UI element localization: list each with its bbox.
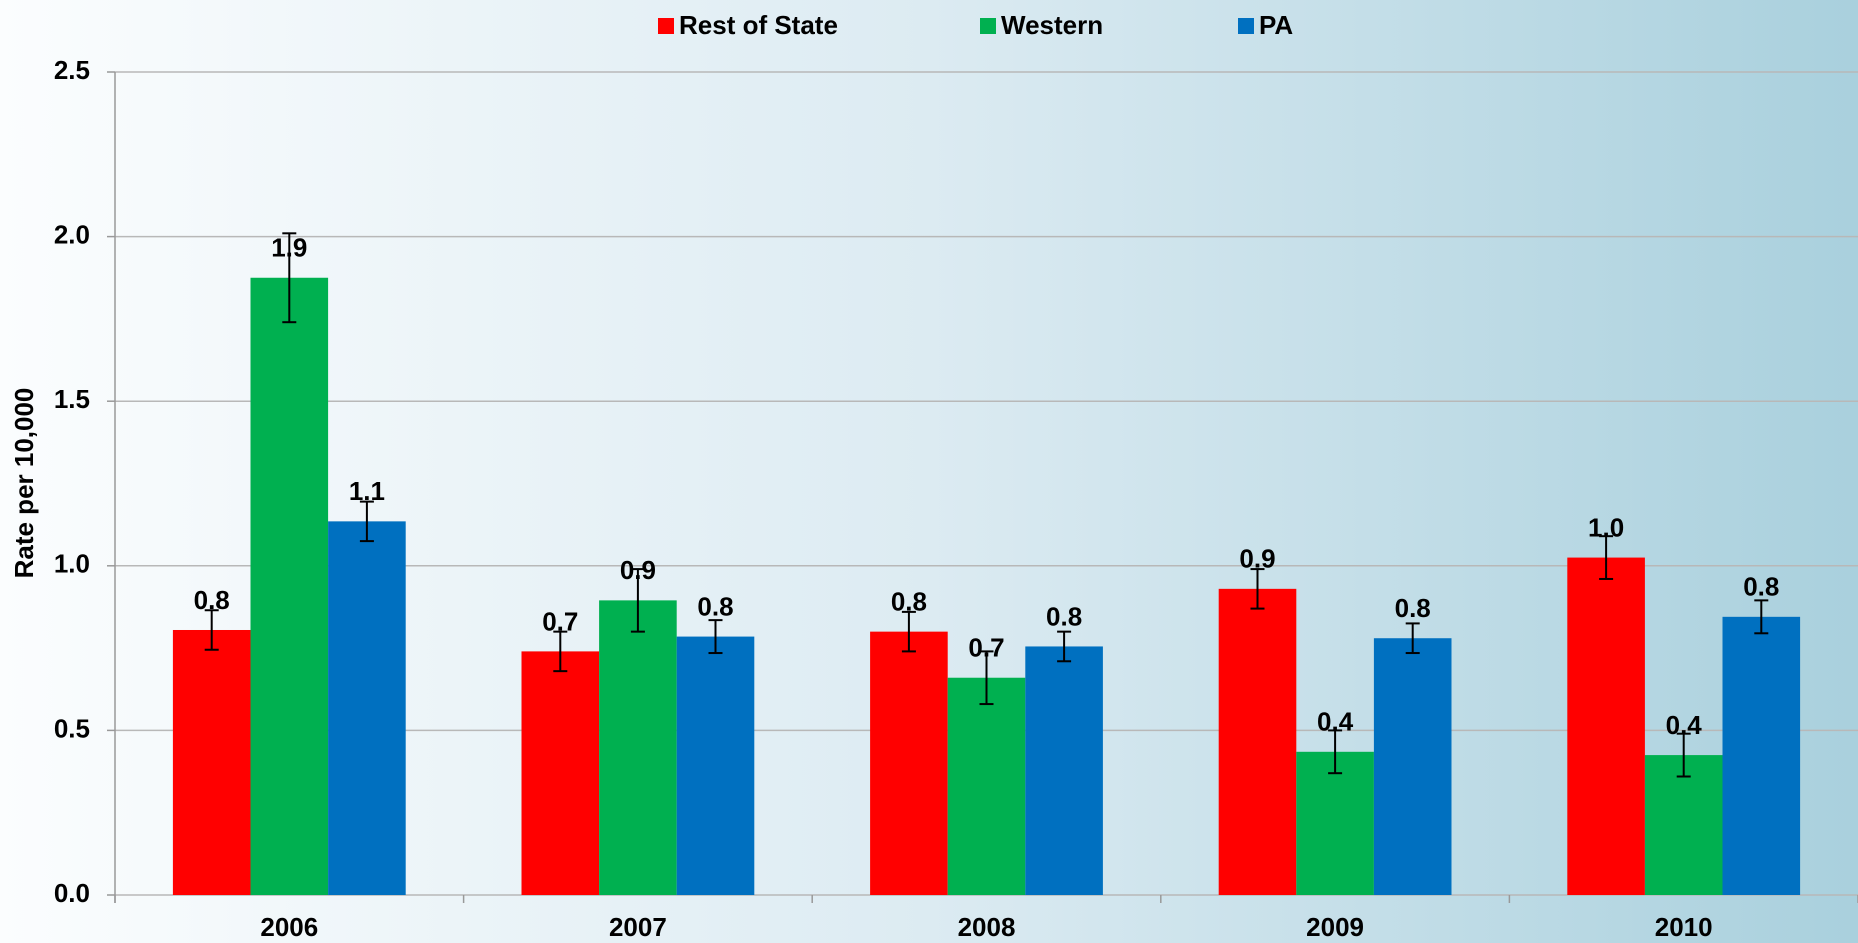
bar	[521, 651, 600, 895]
bar	[1373, 638, 1452, 895]
legend-swatch	[980, 18, 996, 34]
y-tick-label: 1.5	[54, 384, 90, 414]
x-tick-label: 2008	[958, 912, 1016, 942]
bar	[1025, 646, 1103, 895]
data-label: 1.1	[349, 476, 385, 506]
data-label: 0.7	[542, 606, 578, 636]
x-tick-label: 2007	[609, 912, 667, 942]
data-label: 0.4	[1666, 710, 1703, 740]
bar	[599, 600, 677, 895]
legend-label: Rest of State	[679, 10, 838, 40]
y-axis-label: Rate per 10,000	[9, 388, 39, 579]
y-tick-label: 1.0	[54, 549, 90, 579]
data-label: 0.8	[1046, 601, 1082, 631]
data-label: 0.8	[1395, 593, 1431, 623]
bar	[947, 677, 1026, 895]
data-label: 0.9	[620, 555, 656, 585]
data-label: 1.9	[271, 233, 307, 263]
data-label: 0.8	[697, 591, 733, 621]
bar	[676, 636, 755, 895]
data-label: 0.7	[968, 633, 1004, 663]
bar	[1644, 755, 1723, 895]
bar	[1722, 616, 1801, 895]
legend-swatch	[658, 18, 674, 34]
data-label: 1.0	[1588, 512, 1624, 542]
data-label: 0.8	[1743, 572, 1779, 602]
data-label: 0.4	[1317, 707, 1354, 737]
bar	[1567, 557, 1645, 895]
y-tick-label: 2.5	[54, 55, 90, 85]
y-tick-label: 0.0	[54, 878, 90, 908]
bar	[328, 521, 406, 895]
bar	[172, 629, 251, 895]
legend-swatch	[1238, 18, 1254, 34]
data-label: 0.9	[1239, 544, 1275, 574]
legend-label: PA	[1259, 10, 1293, 40]
bar	[1296, 751, 1374, 895]
legend-label: Western	[1001, 10, 1103, 40]
bar	[870, 631, 948, 895]
data-label: 0.8	[891, 587, 927, 617]
bar	[250, 277, 329, 895]
y-tick-label: 0.5	[54, 713, 90, 743]
x-tick-label: 2006	[260, 912, 318, 942]
bar	[1218, 588, 1297, 895]
x-tick-label: 2010	[1655, 912, 1713, 942]
y-tick-label: 2.0	[54, 219, 90, 249]
x-tick-label: 2009	[1306, 912, 1364, 942]
data-label: 0.8	[194, 585, 230, 615]
